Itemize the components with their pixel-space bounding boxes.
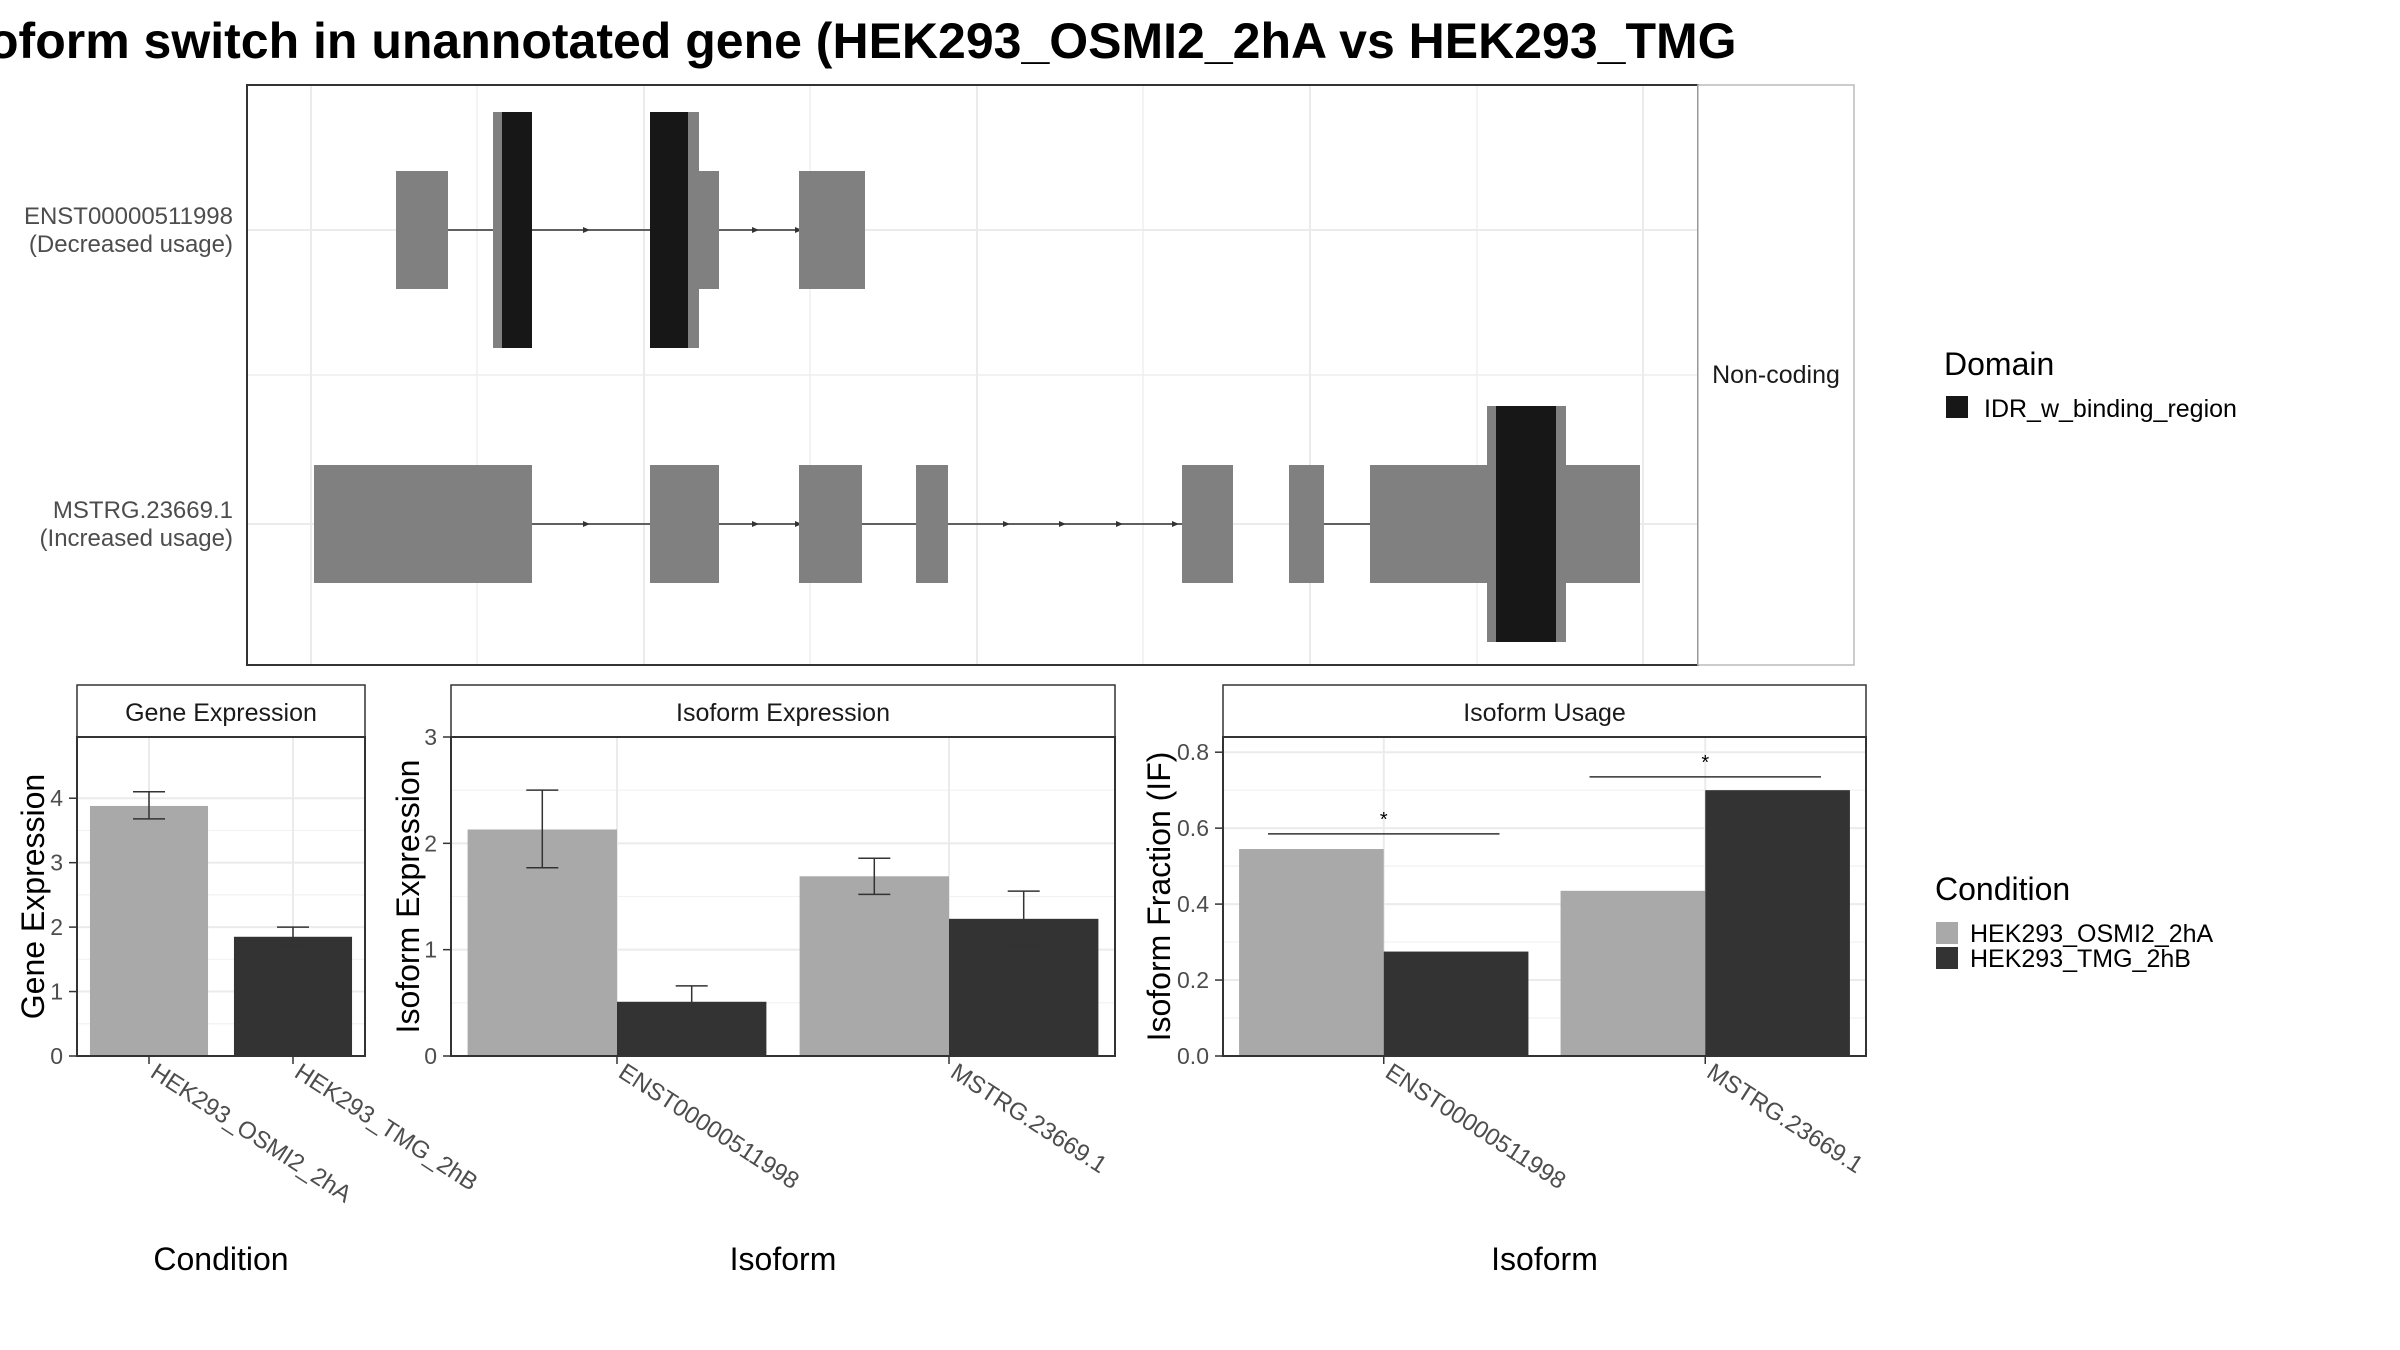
isoform-expression-chart: Isoform Expression 0 1 2 3 ENST00000511998 MST… [390, 684, 1116, 1277]
domain-block [502, 112, 532, 348]
exon-block [396, 171, 448, 289]
transcript-track-1 [396, 112, 865, 348]
exon-block [314, 465, 532, 583]
facet-strip-label: Non-coding [1712, 361, 1840, 389]
y-tick-label: 0.0 [1177, 1043, 1209, 1069]
domain-legend-item: IDR_w_binding_region [1984, 395, 2237, 423]
significance-label: * [1380, 809, 1388, 831]
x-axis-title: Condition [153, 1241, 288, 1277]
condition-legend-swatch-a [1936, 922, 1958, 944]
domain-legend-swatch [1946, 396, 1968, 418]
domain-block [1496, 406, 1556, 642]
facet-strip-title: Gene Expression [125, 699, 317, 727]
y-tick-label: 0.4 [1177, 891, 1209, 917]
exon-block [650, 465, 719, 583]
transcript-sublabel-2: (Increased usage) [40, 525, 233, 552]
x-tick-label: ENST00000511998 [614, 1058, 804, 1195]
structure-content [314, 112, 1640, 642]
exon-block [1182, 465, 1233, 583]
transcript-label-2: MSTRG.23669.1 [53, 497, 233, 524]
bar [89, 805, 209, 1056]
condition-legend-label-a: HEK293_OSMI2_2hA [1970, 920, 2214, 948]
exon-block [799, 465, 862, 583]
y-tick-label: 1 [424, 937, 437, 963]
transcript-track-2 [314, 406, 1640, 642]
facet-strip [76, 684, 366, 738]
domain-block [650, 112, 688, 348]
y-axis-title: Gene Expression [15, 774, 51, 1019]
condition-legend: Condition HEK293_OSMI2_2hA HEK293_TMG_2h… [1935, 871, 2214, 973]
bar [1560, 890, 1706, 1056]
intron-direction-arrow [1116, 521, 1123, 527]
condition-legend-title: Condition [1935, 871, 2070, 907]
facet-strip-title: Isoform Usage [1463, 699, 1626, 727]
coding-region-block [1487, 406, 1496, 642]
y-axis-title: Isoform Expression [390, 760, 426, 1034]
significance-label: * [1701, 752, 1709, 774]
coding-region-block [688, 112, 699, 348]
x-axis-title: Isoform [730, 1241, 837, 1277]
x-axis-title: Isoform [1491, 1241, 1598, 1277]
transcript-sublabel-1: (Decreased usage) [29, 231, 233, 258]
y-tick-label: 3 [424, 724, 437, 750]
bar [799, 876, 949, 1056]
intron-direction-arrow [752, 521, 759, 527]
x-tick-label: MSTRG.23669.1 [946, 1058, 1112, 1179]
y-tick-label: 0.2 [1177, 967, 1209, 993]
transcript-label-1: ENST00000511998 [24, 203, 233, 230]
y-tick-label: 1 [50, 979, 63, 1005]
bar [1705, 790, 1850, 1056]
y-tick-label: 3 [50, 850, 63, 876]
intron-direction-arrow [583, 521, 590, 527]
y-tick-label: 2 [50, 914, 63, 940]
bar [233, 936, 353, 1056]
condition-legend-swatch-b [1936, 947, 1958, 969]
isoform-usage-chart: Isoform Usage * * 0.0 0.2 0.4 0.6 0.8 ENST000005… [1141, 684, 1868, 1277]
exon-block [916, 465, 948, 583]
intron-direction-arrow [752, 227, 759, 233]
facet-strip [1697, 84, 1855, 666]
intron-direction-arrow [1172, 521, 1179, 527]
x-tick-label: MSTRG.23669.1 [1702, 1058, 1868, 1179]
condition-legend-label-b: HEK293_TMG_2hB [1970, 945, 2191, 973]
bar [1383, 951, 1529, 1056]
facet-strip-title: Isoform Expression [676, 699, 890, 727]
facet-strip [450, 684, 1116, 738]
y-tick-label: 0.6 [1177, 815, 1209, 841]
coding-region-block [1556, 406, 1566, 642]
y-axis-title: Isoform Fraction (IF) [1141, 752, 1177, 1042]
exon-block [799, 171, 865, 289]
intron-direction-arrow [1059, 521, 1066, 527]
figure-title: oform switch in unannotated gene (HEK293… [0, 13, 1737, 69]
domain-legend: Domain IDR_w_binding_region [1944, 346, 2237, 423]
intron-direction-arrow [1003, 521, 1010, 527]
intron-direction-arrow [795, 521, 802, 527]
y-tick-label: 4 [50, 785, 63, 811]
transcript-structure-panel: Non-coding ENST00000511998 (Decreased us… [24, 84, 1855, 666]
intron-direction-arrow [795, 227, 802, 233]
coding-region-block [493, 112, 502, 348]
y-tick-label: 2 [424, 830, 437, 856]
exon-block [1289, 465, 1324, 583]
panel-border [1222, 736, 1867, 1057]
x-tick-label: ENST00000511998 [1380, 1058, 1570, 1195]
y-tick-label: 0 [50, 1043, 63, 1069]
intron-direction-arrow [583, 227, 590, 233]
domain-legend-title: Domain [1944, 346, 2054, 382]
panel-border [450, 736, 1116, 1057]
bar [1239, 849, 1384, 1056]
panel-border [76, 736, 366, 1057]
y-tick-label: 0 [424, 1043, 437, 1069]
y-tick-label: 0.8 [1177, 739, 1209, 765]
